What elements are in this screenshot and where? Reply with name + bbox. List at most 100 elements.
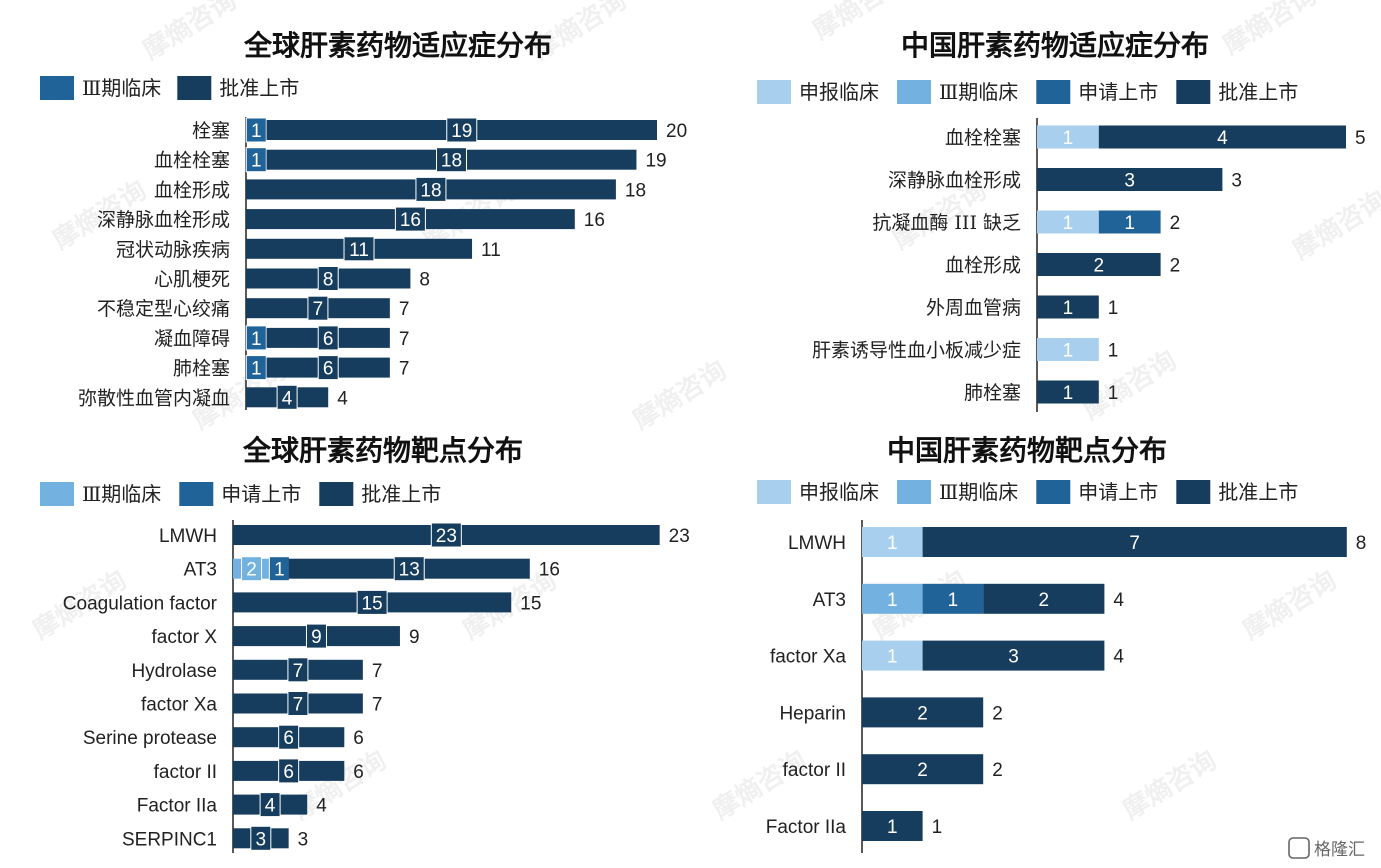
total-label: 7 (372, 695, 383, 716)
data-label: 4 (1217, 128, 1228, 149)
total-label: 20 (666, 121, 687, 142)
data-label-box (259, 792, 281, 818)
data-label-box (278, 724, 300, 750)
category-label: factor X (152, 627, 218, 648)
total-label: 1 (932, 817, 943, 838)
data-label: 2 (246, 560, 257, 581)
total-label: 23 (669, 526, 690, 547)
data-label-box (317, 355, 339, 381)
total-label: 4 (316, 796, 327, 817)
category-label: 弥散性血管内凝血 (78, 387, 230, 409)
data-label-box (430, 522, 462, 548)
chart-title: 中国肝素药物靶点分布 (887, 434, 1167, 467)
data-label: 13 (399, 560, 420, 581)
category-label: AT3 (813, 590, 846, 611)
category-label: 肝素诱导性血小板减少症 (812, 340, 1021, 362)
bar-segment (922, 527, 1347, 557)
total-label: 9 (409, 627, 420, 648)
chart-title: 中国肝素药物适应症分布 (901, 29, 1209, 62)
footer-logo-icon (1288, 837, 1310, 859)
data-label: 6 (283, 728, 294, 749)
legend-swatch (897, 80, 931, 104)
legend-swatch (757, 480, 791, 504)
legend-item: Ⅲ期临床 (82, 76, 161, 100)
data-label: 1 (887, 817, 898, 838)
watermark-text: 摩熵咨询 (707, 745, 812, 826)
total-label: 7 (399, 299, 410, 320)
data-label-box (241, 556, 263, 582)
total-label: 8 (1356, 533, 1367, 554)
legend-item: 申报临床 (799, 480, 879, 504)
data-label: 1 (1063, 128, 1074, 149)
legend-item: 批准上市 (1218, 480, 1298, 504)
category-label: 肺栓塞 (964, 382, 1021, 404)
category-label: 栓塞 (192, 120, 230, 142)
legend-item: Ⅲ期临床 (939, 480, 1018, 504)
watermark-text: 摩熵咨询 (1117, 745, 1222, 826)
watermark-text: 摩熵咨询 (1287, 185, 1381, 266)
category-label: LMWH (788, 533, 846, 554)
total-label: 2 (992, 703, 1003, 724)
legend-swatch (40, 482, 74, 506)
total-label: 5 (1355, 128, 1366, 149)
category-label: factor II (154, 762, 217, 783)
data-label: 11 (349, 240, 369, 261)
data-label-box (276, 384, 298, 410)
total-label: 16 (539, 560, 560, 581)
data-label: 1 (887, 533, 898, 554)
data-label-box (245, 325, 267, 351)
global-target-chart: 全球肝素药物靶点分布 Ⅲ期临床 申请上市 批准上市 LMWH 23 23 AT3 2 1 13 16 C… (40, 434, 690, 853)
data-label-box (436, 147, 467, 173)
data-label: 8 (323, 270, 334, 291)
data-label-box (250, 825, 272, 851)
data-label-box (245, 147, 267, 173)
legend-swatch (1176, 80, 1211, 104)
data-label: 1 (251, 151, 262, 172)
data-label: 4 (265, 796, 276, 817)
category-label: Hydrolase (131, 661, 217, 682)
legend-item: Ⅲ期临床 (82, 482, 161, 506)
total-label: 3 (1231, 171, 1242, 192)
data-label: 18 (441, 151, 462, 172)
data-label: 1 (1063, 383, 1074, 404)
total-label: 11 (481, 240, 501, 261)
footer-logo-text: 格隆汇 (1314, 840, 1365, 860)
bar-segment (1037, 125, 1099, 149)
bar-segment (1098, 210, 1161, 234)
data-label-box (287, 691, 309, 716)
chart-title: 全球肝素药物适应症分布 (243, 29, 552, 62)
legend-swatch (179, 482, 214, 506)
bar-segment (862, 640, 923, 671)
legend-swatch (40, 76, 74, 100)
category-label: factor Xa (770, 647, 846, 668)
category-label: LMWH (159, 526, 217, 547)
total-label: 4 (1113, 590, 1124, 611)
data-label-box (317, 325, 339, 351)
watermark-text: 摩熵咨询 (807, 0, 912, 46)
legend-swatch (757, 80, 791, 104)
data-label-box (305, 623, 327, 649)
total-label: 7 (372, 661, 383, 682)
data-label: 1 (274, 560, 285, 581)
total-label: 7 (399, 329, 410, 350)
data-label: 2 (917, 703, 928, 724)
data-label: 1 (887, 590, 898, 611)
data-label-box (343, 236, 375, 262)
total-label: 6 (353, 728, 364, 749)
data-label: 16 (400, 210, 421, 231)
total-label: 2 (1170, 213, 1181, 234)
data-label: 4 (282, 388, 293, 409)
total-label: 7 (399, 359, 410, 380)
data-label: 7 (293, 661, 304, 682)
legend-item: Ⅲ期临床 (939, 80, 1018, 104)
bar-segment (862, 527, 923, 557)
category-label: 心肌梗死 (154, 269, 230, 291)
watermark-text: 摩熵咨询 (627, 355, 732, 436)
category-label: 血栓形成 (945, 255, 1021, 277)
legend-swatch (1036, 80, 1071, 104)
